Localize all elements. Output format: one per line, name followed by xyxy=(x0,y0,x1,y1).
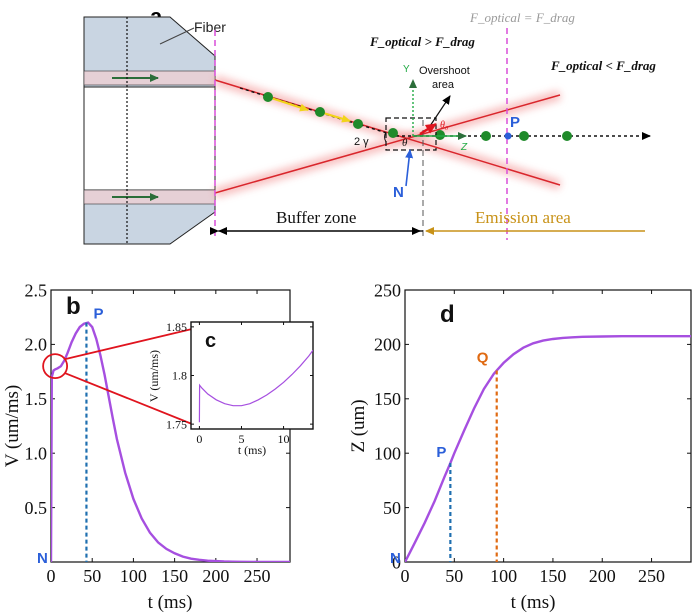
x-tick-label: 0 xyxy=(47,566,56,586)
z-axis-label: Z xyxy=(460,142,468,153)
force-gt-label: F_optical > F_drag xyxy=(369,34,475,49)
peak-label: P xyxy=(93,306,103,323)
buffer-zone-label: Buffer zone xyxy=(276,208,356,227)
emission-label: Emission area xyxy=(475,208,571,227)
y-tick-label: 150 xyxy=(374,389,401,409)
x-tick-label: 200 xyxy=(589,566,616,586)
y-tick-label: 0.5 xyxy=(25,498,48,518)
particle xyxy=(353,119,363,129)
panel-d-label: d xyxy=(440,301,455,328)
velocity-arrow-1 xyxy=(267,96,309,112)
q-label: Q xyxy=(477,350,489,367)
c-ticks: 0 5 10 1.75 1.8 1.85 xyxy=(166,320,313,446)
overshoot-label-1: Overshoot xyxy=(419,65,470,77)
y-tick-label: 200 xyxy=(374,335,401,355)
y-tick-label: 1.75 xyxy=(166,417,187,431)
gamma-arc xyxy=(384,131,387,143)
point-n-label: N xyxy=(393,184,404,201)
trajectory-in xyxy=(239,87,391,135)
plot-frame-d xyxy=(404,289,692,563)
y-tick-label: 1.85 xyxy=(166,320,187,334)
panel-c-label: c xyxy=(205,330,216,352)
point-p-marker xyxy=(504,132,512,140)
x-tick-label: 250 xyxy=(638,566,665,586)
overshoot-label-2: area xyxy=(432,79,455,91)
panel-a-schematic: a Fiber P xyxy=(83,4,656,245)
p-label: P xyxy=(436,444,446,461)
particle xyxy=(263,92,273,102)
y-tick-label: 50 xyxy=(383,498,401,518)
x-tick-label: 100 xyxy=(120,566,147,586)
y-tick-label: 250 xyxy=(374,280,401,300)
x-tick-label: 10 xyxy=(278,432,290,446)
x-tick-label: 50 xyxy=(83,566,101,586)
fiber-hollow xyxy=(83,86,216,191)
y-tick-label: 1.8 xyxy=(172,369,187,383)
theta-label: θ xyxy=(402,137,408,149)
x-tick-label: 150 xyxy=(539,566,566,586)
x-tick-label: 0 xyxy=(196,432,202,446)
d-ticks: 0 50 100 150 200 250 0 50 100 150 200 250 xyxy=(374,280,691,586)
y-tick-label: 0 xyxy=(392,552,401,572)
y-tick-label: 2.5 xyxy=(25,280,48,300)
series-line xyxy=(405,335,691,562)
particle xyxy=(388,128,398,138)
x-tick-label: 250 xyxy=(244,566,271,586)
x-tick-label: 150 xyxy=(161,566,188,586)
point-p-label: P xyxy=(510,114,520,131)
panel-d-chart: 0 50 100 150 200 250 0 50 100 150 200 250 P Q N d t… xyxy=(348,280,692,613)
particle xyxy=(519,131,529,141)
fiber-pointer xyxy=(159,27,195,45)
velocity-arrow-2 xyxy=(319,111,351,123)
x-tick-label: 5 xyxy=(238,432,244,446)
y-axis-label: V (um/ms) xyxy=(2,385,23,468)
force-lt-label: F_optical < F_drag xyxy=(550,58,656,73)
x-tick-label: 200 xyxy=(202,566,229,586)
panel-c-chart: 0 5 10 1.75 1.8 1.85 c t (ms) V (um/ms) xyxy=(147,320,314,457)
x-tick-label: 50 xyxy=(445,566,463,586)
y-tick-label: 1.0 xyxy=(25,444,48,464)
theta0-label: θ₀ xyxy=(440,120,449,131)
y-tick-label: 1.5 xyxy=(25,389,48,409)
zoom-link-lower xyxy=(64,372,193,425)
y-tick-label: 2.0 xyxy=(25,335,48,355)
particle xyxy=(315,107,325,117)
start-label: N xyxy=(37,550,48,567)
panel-b-label: b xyxy=(66,293,81,320)
x-tick-label: 100 xyxy=(490,566,517,586)
plot-frame-c xyxy=(190,321,314,430)
x-tick-label: 0 xyxy=(401,566,410,586)
particle xyxy=(435,130,445,140)
x-axis-label: t (ms) xyxy=(238,443,266,457)
y-tick-label: 100 xyxy=(374,444,401,464)
series-line xyxy=(198,349,313,423)
force-arrow xyxy=(419,122,437,136)
zoom-circle xyxy=(42,353,69,380)
force-eq-label: F_optical = F_drag xyxy=(469,10,575,25)
overshoot-pointer xyxy=(429,95,451,127)
gamma-label: 2 γ xyxy=(354,136,369,148)
y-axis-label: Y xyxy=(403,64,410,75)
zoom-link-upper xyxy=(64,328,193,361)
x-axis-label: t (ms) xyxy=(148,592,193,613)
particle xyxy=(481,131,491,141)
y-axis-label: Z (um) xyxy=(348,399,369,452)
x-axis-label: t (ms) xyxy=(511,592,556,613)
fiber-label: Fiber xyxy=(194,19,226,35)
y-axis-label: V (um/ms) xyxy=(147,350,161,402)
particle xyxy=(562,131,572,141)
start-label: N xyxy=(390,550,401,567)
beam-up xyxy=(214,94,561,194)
n-pointer xyxy=(405,149,414,187)
